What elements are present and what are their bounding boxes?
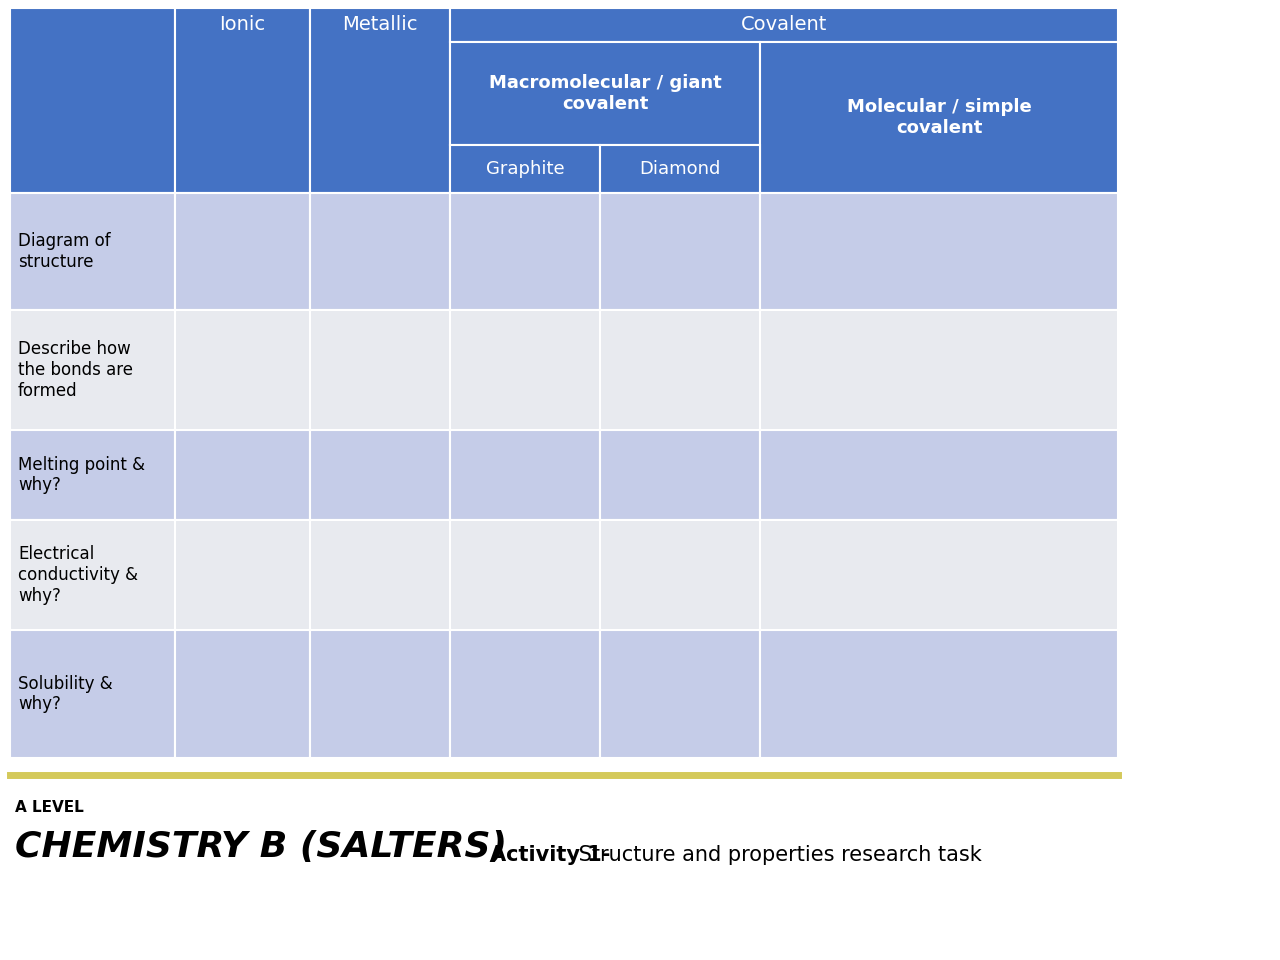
Bar xyxy=(451,8,1117,42)
Bar xyxy=(600,630,760,758)
Bar xyxy=(600,520,760,630)
Bar xyxy=(451,310,600,430)
Text: Electrical
conductivity &
why?: Electrical conductivity & why? xyxy=(18,545,138,605)
Bar xyxy=(600,193,760,310)
Bar xyxy=(175,630,310,758)
Bar xyxy=(310,630,451,758)
Text: A LEVEL: A LEVEL xyxy=(15,800,83,815)
Bar xyxy=(175,430,310,520)
Text: Macromolecular / giant
covalent: Macromolecular / giant covalent xyxy=(489,74,722,113)
Bar xyxy=(10,520,175,630)
Bar xyxy=(451,42,760,145)
Text: Describe how
the bonds are
formed: Describe how the bonds are formed xyxy=(18,340,133,399)
Text: Graphite: Graphite xyxy=(485,160,564,178)
Bar xyxy=(451,630,600,758)
Bar xyxy=(760,630,1117,758)
Text: Covalent: Covalent xyxy=(741,15,827,35)
Bar xyxy=(10,8,175,193)
Bar xyxy=(760,193,1117,310)
Bar xyxy=(10,193,175,310)
Bar xyxy=(600,310,760,430)
Text: Ionic: Ionic xyxy=(219,15,265,35)
Text: Molecular / simple
covalent: Molecular / simple covalent xyxy=(846,98,1032,137)
Bar xyxy=(175,520,310,630)
Bar xyxy=(310,310,451,430)
Bar xyxy=(175,193,310,310)
Text: Activity 1-: Activity 1- xyxy=(490,845,611,865)
Bar xyxy=(451,520,600,630)
Text: CHEMISTRY B (SALTERS): CHEMISTRY B (SALTERS) xyxy=(15,830,507,864)
Text: Structure and properties research task: Structure and properties research task xyxy=(572,845,982,865)
Bar xyxy=(451,145,600,193)
Bar xyxy=(760,520,1117,630)
Bar xyxy=(310,8,451,193)
Bar xyxy=(760,42,1117,193)
Bar xyxy=(451,430,600,520)
Bar xyxy=(451,193,600,310)
Bar xyxy=(600,430,760,520)
Text: Melting point &
why?: Melting point & why? xyxy=(18,456,145,494)
Bar xyxy=(175,310,310,430)
Bar xyxy=(10,310,175,430)
Text: Diagram of
structure: Diagram of structure xyxy=(18,232,110,271)
Bar xyxy=(10,430,175,520)
Bar xyxy=(310,430,451,520)
Bar xyxy=(760,430,1117,520)
Bar xyxy=(760,310,1117,430)
Bar xyxy=(310,520,451,630)
Text: Diamond: Diamond xyxy=(639,160,721,178)
Bar xyxy=(310,193,451,310)
Bar xyxy=(175,8,310,193)
Bar xyxy=(10,630,175,758)
Text: Solubility &
why?: Solubility & why? xyxy=(18,675,113,713)
Text: Metallic: Metallic xyxy=(342,15,417,35)
Bar xyxy=(600,145,760,193)
